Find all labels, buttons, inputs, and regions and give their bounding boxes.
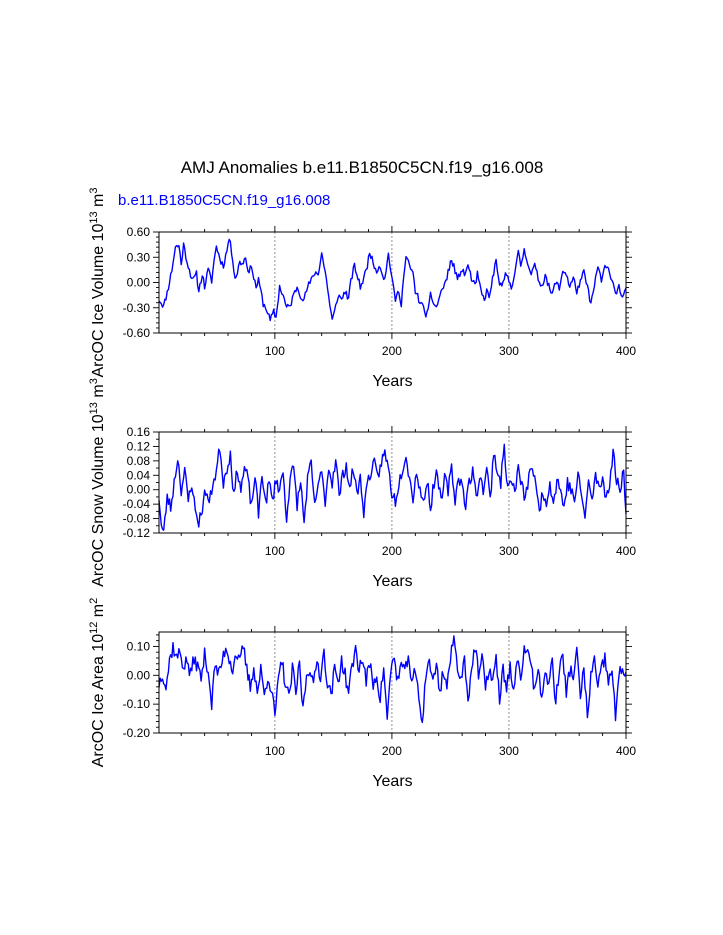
- figure-subtitle: b.e11.B1850C5CN.f19_g16.008: [118, 192, 330, 209]
- snow-volume-series-line: [158, 443, 627, 531]
- ice-area-xtick-label-400: 400: [616, 744, 636, 758]
- ice-area-ylabel-part-3: 2: [88, 598, 100, 604]
- ice-volume-ylabel: ArcOC Ice Volume 1013 m3: [88, 188, 107, 378]
- ice-area-series-line: [158, 635, 627, 724]
- snow-volume-xtick-label-100: 100: [265, 544, 285, 558]
- snow-volume-ytick-label-0: -0.12: [123, 526, 151, 540]
- ice-volume-ytick-label-2: 0.00: [127, 276, 151, 290]
- ice-volume-ytick-label-0: -0.60: [123, 326, 151, 340]
- snow-volume-xtick-label-400: 400: [616, 544, 636, 558]
- ice-area-ytick-label-2: 0.00: [127, 668, 151, 682]
- ice-area-xtick-label-300: 300: [499, 744, 519, 758]
- snow-volume-ytick-label-4: 0.04: [127, 468, 151, 482]
- ice-area-ytick-label-0: -0.20: [123, 726, 151, 740]
- ice-area-xlabel: Years: [372, 773, 412, 790]
- snow-volume-ytick-label-2: -0.04: [123, 497, 151, 511]
- panel-snow-volume: 100 200 300 400-0.12-0.08-0.040.000.040.080…: [88, 378, 636, 590]
- ice-area-ylabel-part-1: 12: [88, 622, 100, 634]
- ice-area-xtick-label-100: 100: [265, 744, 285, 758]
- figure-title: AMJ Anomalies b.e11.B1850C5CN.f19_g16.00…: [181, 158, 544, 177]
- ice-volume-xtick-label-200: 200: [382, 344, 402, 358]
- ice-volume-xtick-label-300: 300: [499, 344, 519, 358]
- ice-volume-xtick-label-100: 100: [265, 344, 285, 358]
- ice-area-plot-frame: [158, 631, 627, 734]
- snow-volume-ylabel-part-3: 3: [88, 378, 100, 384]
- panel-ice-volume: 100 200 300 400 -0.60 -0.30 0.00 0.30 0.60 Years A…: [88, 188, 636, 391]
- snow-volume-ytick-label-7: 0.16: [127, 425, 151, 439]
- snow-volume-ytick-label-5: 0.08: [127, 454, 151, 468]
- ice-area-ytick-label-3: 0.10: [127, 639, 151, 653]
- snow-volume-ytick-label-1: -0.08: [123, 512, 151, 526]
- snow-volume-xlabel: Years: [372, 573, 412, 590]
- snow-volume-xtick-label-300: 300: [499, 544, 519, 558]
- ice-volume-xlabel: Years: [372, 373, 412, 390]
- ice-volume-ylabel-part-3: 3: [88, 188, 100, 194]
- ice-volume-ytick-label-3: 0.30: [127, 250, 151, 264]
- ice-area-ylabel-part-2: m: [90, 604, 107, 622]
- ice-area-xtick-label-200: 200: [382, 744, 402, 758]
- panel-ice-area: 100 200 300 400 -0.20 -0.10 0.00 0.10 Years ArcOC…: [88, 598, 636, 790]
- snow-volume-xtick-label-200: 200: [382, 544, 402, 558]
- snow-volume-ylabel: ArcOC Snow Volume 1013 m3: [88, 378, 107, 587]
- ice-volume-ylabel-part-0: ArcOC Ice Volume 10: [90, 224, 107, 378]
- ice-volume-ytick-label-1: -0.30: [123, 301, 151, 315]
- ice-volume-ylabel-part-1: 13: [88, 211, 100, 223]
- snow-volume-ytick-label-6: 0.12: [127, 439, 151, 453]
- ice-area-ylabel-part-0: ArcOC Ice Area 10: [90, 634, 107, 767]
- ice-volume-ytick-label-4: 0.60: [127, 225, 151, 239]
- ice-volume-xtick-label-400: 400: [616, 344, 636, 358]
- snow-volume-ylabel-part-2: m: [90, 384, 107, 402]
- ice-volume-ylabel-part-2: m: [90, 194, 107, 212]
- snow-volume-ylabel-part-0: ArcOC Snow Volume 10: [90, 414, 107, 587]
- ice-area-ylabel: ArcOC Ice Area 1012 m2: [88, 598, 107, 768]
- ice-area-ytick-label-1: -0.10: [123, 697, 151, 711]
- snow-volume-ylabel-part-1: 13: [88, 402, 100, 414]
- snow-volume-ytick-label-3: 0.00: [127, 483, 151, 497]
- ice-volume-series-line: [158, 238, 627, 322]
